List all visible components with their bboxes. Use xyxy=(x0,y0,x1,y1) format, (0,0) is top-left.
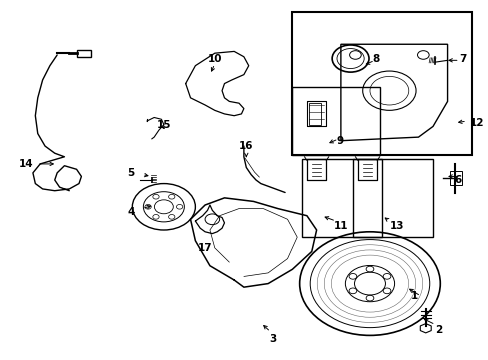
Bar xyxy=(292,87,379,155)
Bar xyxy=(302,158,381,237)
Text: 2: 2 xyxy=(434,325,442,335)
Bar xyxy=(449,171,461,185)
Text: 16: 16 xyxy=(239,141,253,151)
Text: 5: 5 xyxy=(127,168,135,178)
Text: 6: 6 xyxy=(454,175,461,185)
Text: 14: 14 xyxy=(19,159,33,169)
Text: 11: 11 xyxy=(333,221,347,231)
Bar xyxy=(309,103,321,125)
Bar xyxy=(292,12,471,155)
Text: 13: 13 xyxy=(388,221,403,231)
Text: 4: 4 xyxy=(127,207,135,217)
Text: 7: 7 xyxy=(459,54,466,64)
Text: 3: 3 xyxy=(269,334,276,344)
Bar xyxy=(77,50,91,57)
Text: 1: 1 xyxy=(410,291,418,301)
Text: 8: 8 xyxy=(372,54,379,64)
Text: 10: 10 xyxy=(207,54,222,64)
Text: 9: 9 xyxy=(335,136,343,146)
Text: 17: 17 xyxy=(198,243,212,253)
Bar xyxy=(352,158,432,237)
Text: 12: 12 xyxy=(468,118,483,128)
Text: 15: 15 xyxy=(156,120,171,130)
